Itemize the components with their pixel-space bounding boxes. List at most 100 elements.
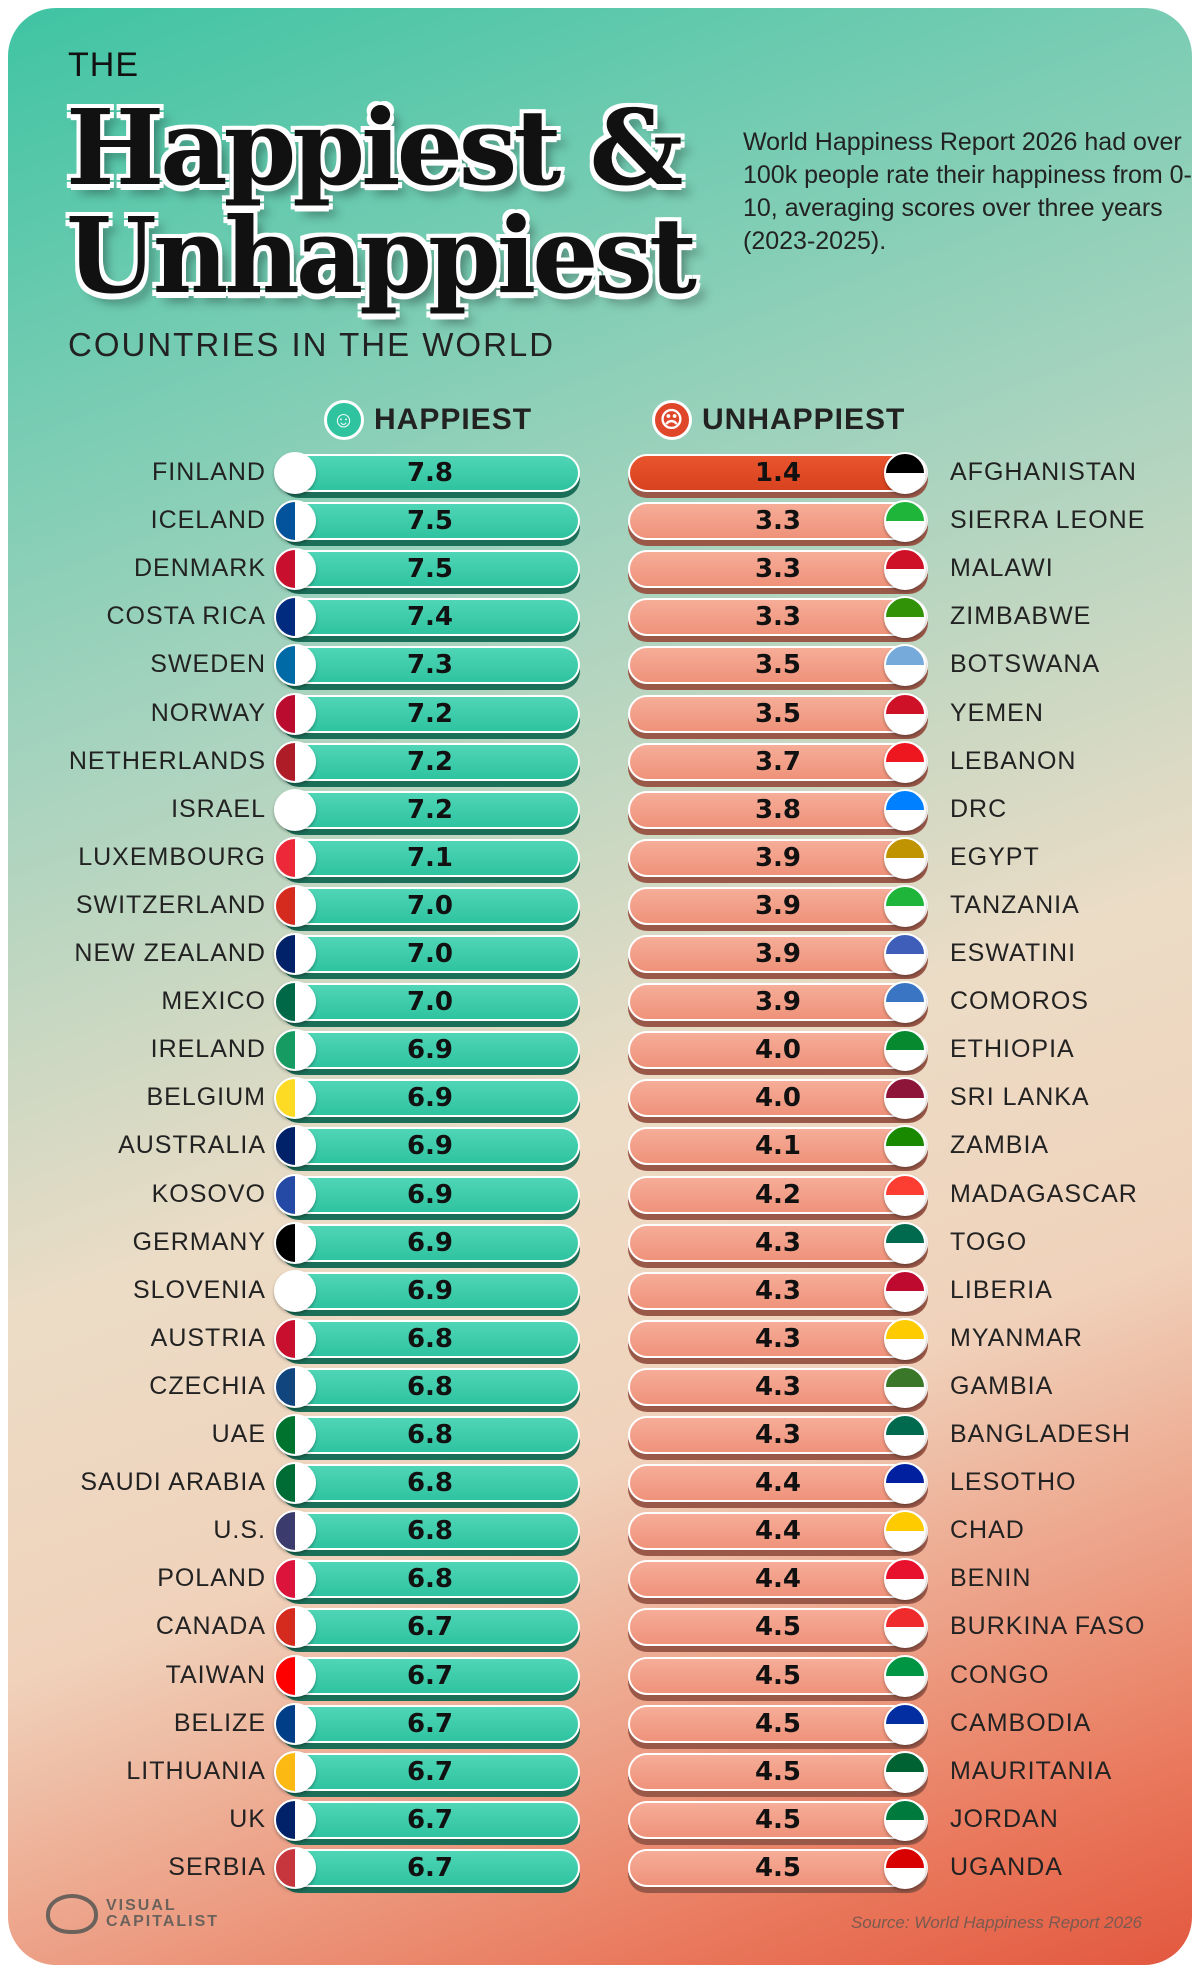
- unhappy-score-bar: 4.5: [628, 1656, 928, 1695]
- happy-flag-icon: [274, 933, 316, 975]
- unhappy-flag-icon: [884, 1269, 926, 1312]
- unhappy-country-label: COMOROS: [950, 987, 1089, 1016]
- happy-score-label: 6.7: [406, 1852, 454, 1883]
- happy-flag-icon: [274, 1510, 316, 1553]
- unhappy-score-bar: 4.1: [628, 1127, 928, 1166]
- happy-flag-icon: [274, 548, 316, 591]
- happy-flag-icon: [274, 1846, 316, 1889]
- table-row: AUSTRIA 6.8 4.3 MYANMAR: [8, 1317, 1192, 1362]
- happy-score-label: 6.8: [406, 1468, 454, 1499]
- unhappiest-header-label: UNHAPPIEST: [702, 403, 906, 436]
- happy-score-bar: 7.2: [280, 742, 580, 781]
- unhappy-flag-icon: [884, 1798, 926, 1841]
- unhappy-score-bar: 1.4: [628, 454, 928, 492]
- unhappy-score-label: 3.9: [754, 890, 802, 921]
- unhappy-flag-icon: [884, 933, 926, 975]
- unhappy-flag-icon: [884, 1365, 926, 1408]
- unhappy-flag-icon: [884, 452, 926, 494]
- happy-country-label: IRELAND: [150, 1035, 266, 1064]
- happy-score-bar: 6.7: [280, 1848, 580, 1887]
- happy-score-label: 7.5: [406, 554, 454, 585]
- unhappy-country-label: SIERRA LEONE: [950, 506, 1146, 535]
- happy-score-label: 6.7: [406, 1708, 454, 1739]
- table-row: ICELAND 7.5 3.3 SIERRA LEONE: [8, 500, 1192, 544]
- unhappy-flag-icon: [884, 740, 926, 783]
- happy-country-label: CANADA: [155, 1612, 266, 1641]
- unhappy-score-label: 4.1: [754, 1131, 802, 1162]
- unhappy-country-label: ESWATINI: [950, 939, 1077, 967]
- happy-score-bar: 7.2: [280, 790, 580, 829]
- happy-score-label: 6.7: [406, 1756, 454, 1787]
- unhappy-flag-icon: [884, 1462, 926, 1505]
- unhappy-flag-icon: [884, 1221, 926, 1264]
- unhappy-score-label: 4.3: [754, 1371, 802, 1402]
- happy-score-bar: 7.8: [280, 454, 580, 492]
- unhappy-flag-icon: [884, 500, 926, 543]
- happy-score-bar: 6.8: [280, 1367, 580, 1406]
- unhappy-country-label: BOTSWANA: [950, 650, 1101, 679]
- unhappy-flag-icon: [884, 1317, 926, 1360]
- table-row: SWEDEN 7.3 3.5 BOTSWANA: [8, 644, 1192, 688]
- unhappy-country-label: GAMBIA: [950, 1371, 1054, 1400]
- table-row: GERMANY 6.9 4.3 TOGO: [8, 1221, 1192, 1266]
- unhappy-score-bar: 3.7: [628, 742, 928, 781]
- happy-score-bar: 6.9: [280, 1175, 580, 1214]
- table-row: BELIZE 6.7 4.5 CAMBODIA: [8, 1702, 1192, 1747]
- unhappy-score-bar: 3.9: [628, 838, 928, 877]
- unhappy-score-label: 4.4: [754, 1564, 802, 1595]
- happy-flag-icon: [274, 1606, 316, 1649]
- unhappy-country-label: ZIMBABWE: [950, 602, 1092, 631]
- happy-flag-icon: [274, 452, 316, 494]
- happy-score-label: 6.8: [406, 1323, 454, 1354]
- unhappy-flag-icon: [884, 836, 926, 879]
- happy-flag-icon: [274, 1702, 316, 1745]
- unhappy-score-label: 3.3: [754, 554, 802, 585]
- happiest-header-label: HAPPIEST: [374, 403, 533, 436]
- unhappy-score-label: 3.7: [754, 746, 802, 777]
- unhappy-country-label: AFGHANISTAN: [950, 458, 1137, 486]
- table-row: CANADA 6.7 4.5 BURKINA FASO: [8, 1606, 1192, 1650]
- unhappy-score-bar: 4.4: [628, 1512, 928, 1551]
- table-row: DENMARK 7.5 3.3 MALAWI: [8, 548, 1192, 592]
- happy-score-bar: 6.9: [280, 1079, 580, 1118]
- table-row: CZECHIA 6.8 4.3 GAMBIA: [8, 1365, 1192, 1410]
- happy-country-label: LITHUANIA: [126, 1756, 266, 1785]
- unhappy-country-label: MAURITANIA: [950, 1756, 1113, 1785]
- unhappy-flag-icon: [884, 1846, 926, 1889]
- happy-flag-icon: [274, 1317, 316, 1360]
- unhappy-country-label: SRI LANKA: [950, 1083, 1090, 1112]
- happy-score-label: 7.3: [406, 650, 454, 681]
- happy-flag-icon: [274, 788, 316, 831]
- unhappy-score-label: 4.4: [754, 1516, 802, 1547]
- unhappy-flag-icon: [884, 692, 926, 735]
- happy-score-label: 6.8: [406, 1564, 454, 1595]
- table-row: KOSOVO 6.9 4.2 MADAGASCAR: [8, 1173, 1192, 1218]
- happy-score-bar: 6.8: [280, 1416, 580, 1454]
- unhappy-score-label: 3.8: [754, 794, 802, 825]
- happy-flag-icon: [274, 1798, 316, 1841]
- unhappy-score-bar: 3.8: [628, 790, 928, 829]
- unhappy-score-bar: 4.0: [628, 1079, 928, 1118]
- happy-score-label: 7.0: [406, 939, 454, 969]
- unhappy-flag-icon: [884, 548, 926, 591]
- happy-flag-icon: [274, 1654, 316, 1697]
- unhappy-country-label: ZAMBIA: [950, 1131, 1050, 1160]
- happy-score-label: 6.7: [406, 1660, 454, 1691]
- unhappy-flag-icon: [884, 1414, 926, 1456]
- unhappy-score-bar: 4.4: [628, 1560, 928, 1599]
- happy-country-label: TAIWAN: [165, 1660, 266, 1689]
- happy-score-bar: 7.0: [280, 935, 580, 973]
- unhappy-score-label: 4.0: [754, 1083, 802, 1114]
- happy-country-label: CZECHIA: [149, 1371, 266, 1400]
- table-row: UK 6.7 4.5 JORDAN: [8, 1798, 1192, 1843]
- table-row: LUXEMBOURG 7.1 3.9 EGYPT: [8, 836, 1192, 881]
- unhappy-flag-icon: [884, 1558, 926, 1601]
- title-pre: THE: [68, 46, 139, 84]
- happy-score-bar: 7.5: [280, 550, 580, 589]
- happy-flag-icon: [274, 1269, 316, 1312]
- happy-country-label: UAE: [211, 1420, 266, 1448]
- unhappy-score-bar: 3.9: [628, 935, 928, 973]
- unhappy-country-label: CONGO: [950, 1660, 1050, 1689]
- table-row: ISRAEL 7.2 3.8 DRC: [8, 788, 1192, 833]
- unhappy-flag-icon: [884, 981, 926, 1024]
